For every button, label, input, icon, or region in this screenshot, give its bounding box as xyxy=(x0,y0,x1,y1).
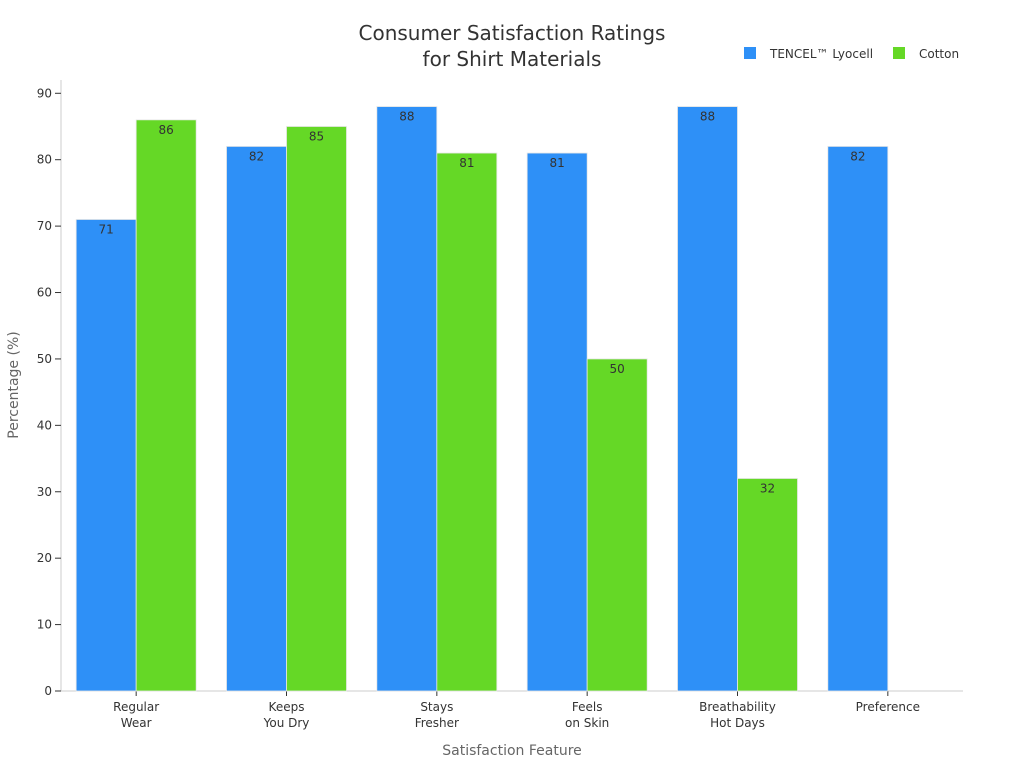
data-label: 71 xyxy=(99,222,114,236)
bar-cotton xyxy=(737,478,798,692)
x-tick-label: Regular xyxy=(113,700,159,714)
bar-cotton xyxy=(586,358,648,692)
data-label: 85 xyxy=(309,129,324,143)
y-tick-label: 50 xyxy=(37,352,52,366)
y-tick-label: 0 xyxy=(44,684,52,698)
legend: TENCEL™ Lyocell Cotton xyxy=(744,47,959,61)
bar-tencel xyxy=(526,152,588,692)
y-tick-label: 70 xyxy=(37,219,52,233)
legend-swatch xyxy=(893,47,905,59)
data-label: 82 xyxy=(850,149,865,163)
bar-cotton xyxy=(436,152,498,692)
x-tick-label: Fresher xyxy=(415,716,459,730)
x-tick-label: Keeps xyxy=(269,700,305,714)
bar-cotton xyxy=(135,119,197,692)
bar-tencel xyxy=(75,219,137,692)
bar-tencel xyxy=(677,106,738,692)
data-label: 32 xyxy=(760,481,775,495)
bar-cotton xyxy=(286,126,347,692)
data-label: 88 xyxy=(399,110,414,124)
x-tick-label: Wear xyxy=(121,716,152,730)
x-tick-label: on Skin xyxy=(565,716,609,730)
x-tick-label: Stays xyxy=(420,700,453,714)
chart-title-line: for Shirt Materials xyxy=(423,47,602,71)
bar-tencel xyxy=(226,146,287,692)
data-labels: 71 86 82 85 88 81 81 50 88 32 82 xyxy=(99,110,866,496)
y-tick-label: 30 xyxy=(37,485,52,499)
legend-item: TENCEL™ Lyocell xyxy=(744,47,873,61)
bar-tencel xyxy=(827,146,889,692)
data-label: 81 xyxy=(459,156,474,170)
x-tick-label: Feels xyxy=(572,700,603,714)
bar-tencel xyxy=(376,106,438,692)
y-tick-label: 40 xyxy=(37,418,52,432)
x-tick-label: You Dry xyxy=(263,716,310,730)
y-tick-label: 60 xyxy=(37,286,52,300)
x-tick-label: Hot Days xyxy=(710,716,765,730)
legend-item: Cotton xyxy=(893,47,959,61)
y-tick-label: 90 xyxy=(37,86,52,100)
y-axis-label: Percentage (%) xyxy=(6,331,22,438)
legend-label: TENCEL™ Lyocell xyxy=(769,47,873,61)
axes: 0 10 20 30 40 50 60 70 80 90 Regular Wear Keeps You D… xyxy=(37,80,963,730)
legend-label: Cotton xyxy=(919,47,959,61)
x-axis-label: Satisfaction Feature xyxy=(442,743,582,759)
data-label: 50 xyxy=(610,362,625,376)
y-tick-label: 20 xyxy=(37,551,52,565)
data-label: 81 xyxy=(550,156,565,170)
y-tick-label: 10 xyxy=(37,618,52,632)
x-tick-label: Preference xyxy=(856,700,920,714)
data-label: 88 xyxy=(700,110,715,124)
bars xyxy=(75,106,889,692)
data-label: 86 xyxy=(159,123,174,137)
x-tick-label: Breathability xyxy=(699,700,776,714)
legend-swatch xyxy=(744,47,756,59)
chart-title-line: Consumer Satisfaction Ratings xyxy=(359,21,666,45)
y-tick-label: 80 xyxy=(37,153,52,167)
data-label: 82 xyxy=(249,149,264,163)
